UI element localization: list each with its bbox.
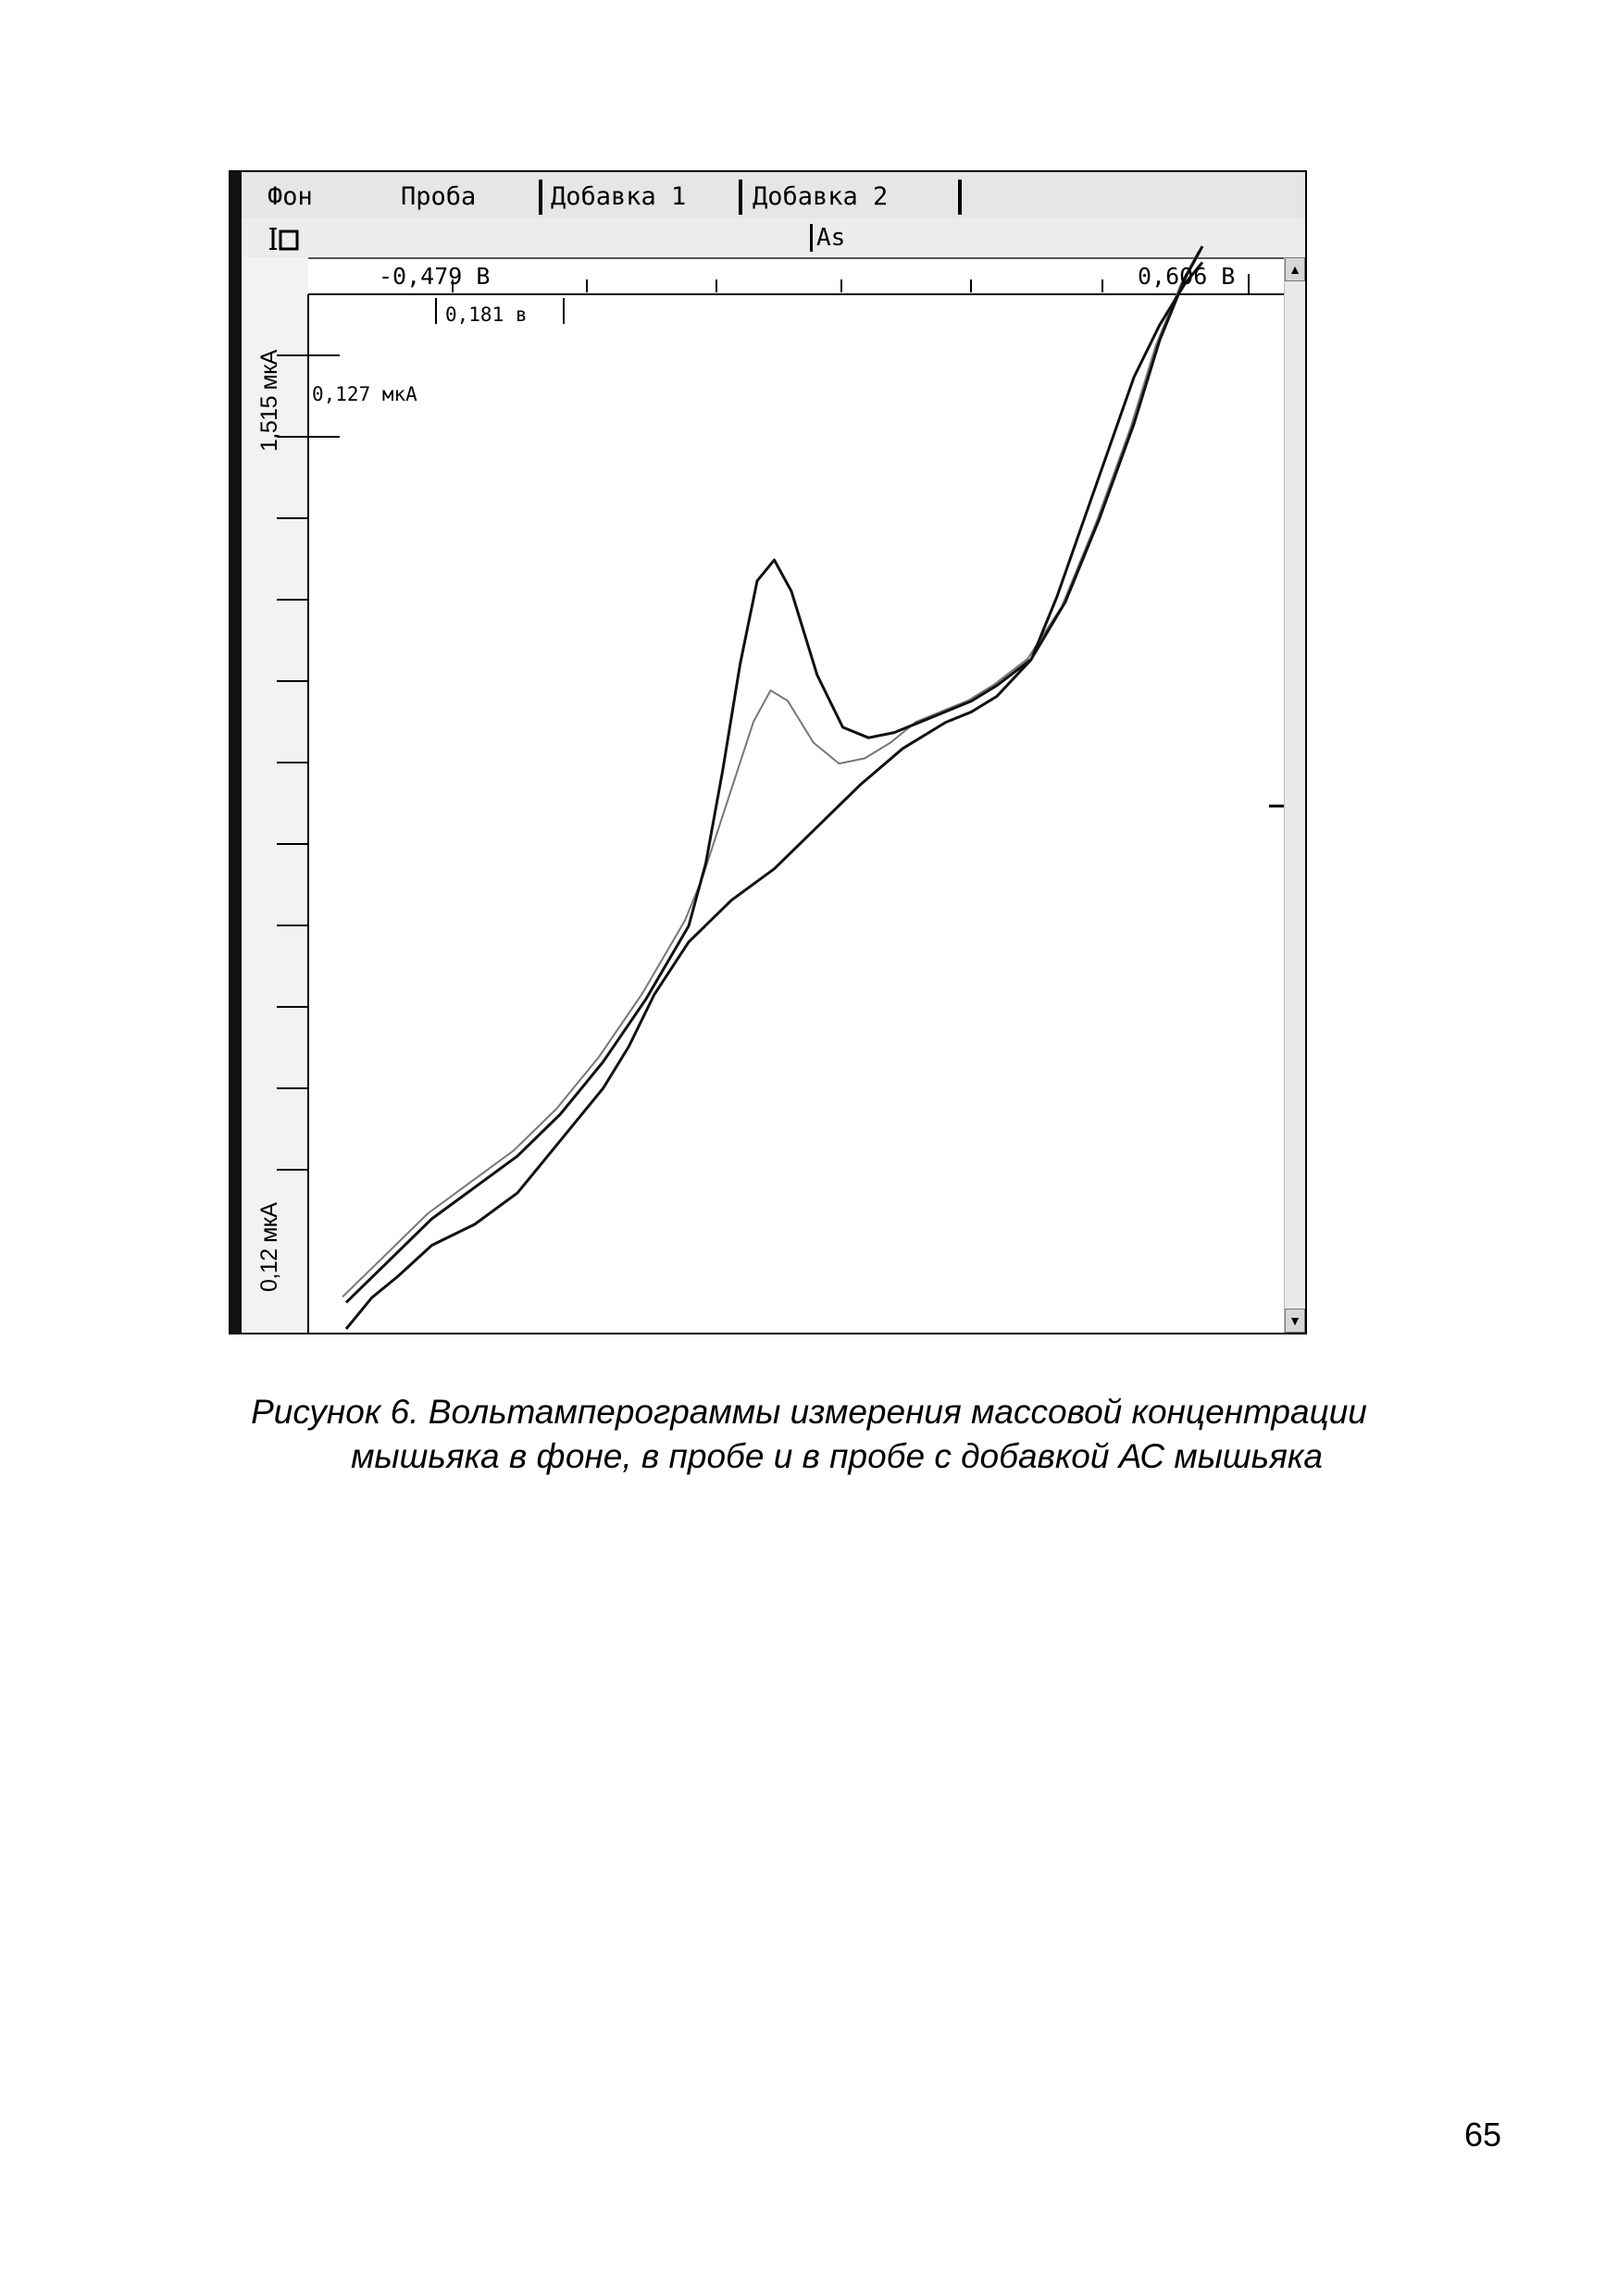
caption-line-1: Рисунок 6. Вольтамперограммы измерения м… xyxy=(251,1393,1367,1431)
tab-bar: Фон Проба Добавка 1 Добавка 2 xyxy=(242,172,1305,218)
scroll-down-button[interactable]: ▼ xyxy=(1285,1309,1305,1333)
plot-area xyxy=(277,245,1304,1333)
scale-label: 0,127 мкА xyxy=(312,383,417,405)
page-number: 65 xyxy=(1464,2116,1502,2153)
curve-sample-with-addition xyxy=(344,245,1204,1304)
tab-addition-2[interactable]: Добавка 2 xyxy=(753,182,889,211)
window-edge xyxy=(230,172,242,1333)
x-axis-ruler xyxy=(308,274,1286,324)
figure-caption: Рисунок 6. Вольтамперограммы измерения м… xyxy=(0,1390,1618,1479)
tab-separator xyxy=(539,180,542,215)
current-scale-icon[interactable] xyxy=(269,226,301,252)
curve-sample xyxy=(344,261,1204,1330)
curve-background xyxy=(342,250,1200,1298)
curves-group xyxy=(342,245,1204,1330)
cursor-width-label: 0,181 в xyxy=(445,304,528,326)
tab-sample[interactable]: Проба xyxy=(401,182,477,211)
scroll-up-button[interactable]: ▲ xyxy=(1285,257,1305,281)
cursor-left-label: -0,479 В xyxy=(379,263,491,290)
element-label: As xyxy=(810,224,845,252)
y-axis-ruler xyxy=(277,294,1304,1333)
cursor-right-label: 0,606 В xyxy=(1138,263,1236,290)
tab-separator xyxy=(958,180,962,215)
toolbar: As xyxy=(242,218,1305,259)
tab-addition-1[interactable]: Добавка 1 xyxy=(551,182,687,211)
vertical-scrollbar[interactable]: ▲ ▼ xyxy=(1284,257,1305,1333)
voltammogram-window: Фон Проба Добавка 1 Добавка 2 As 1,515 м… xyxy=(229,170,1307,1334)
caption-line-2: мышьяка в фоне, в пробе и в пробе с доба… xyxy=(351,1437,1323,1475)
tab-background[interactable]: Фон xyxy=(268,182,313,211)
tab-separator xyxy=(739,180,742,215)
